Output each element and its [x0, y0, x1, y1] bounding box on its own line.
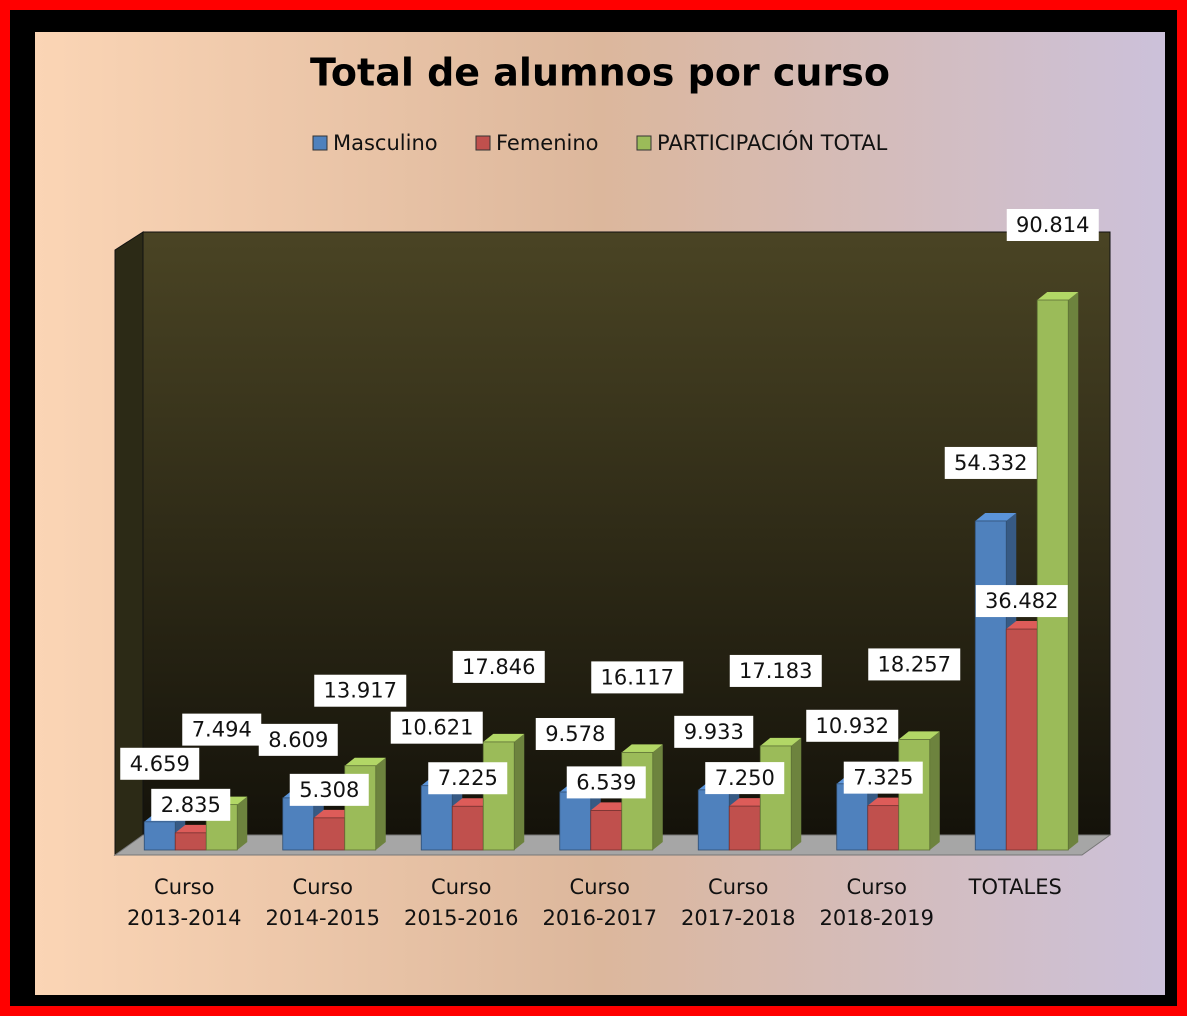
value-label: 17.183: [739, 659, 812, 683]
bar: [1036, 292, 1079, 851]
value-label-box: [843, 761, 923, 794]
value-label: 7.325: [853, 766, 913, 790]
value-label: 2.835: [161, 793, 221, 817]
value-label-box: [729, 654, 822, 687]
bar-side: [237, 796, 248, 850]
chart-title: Total de alumnos por curso: [310, 51, 890, 95]
legend-swatch: [636, 135, 652, 151]
value-label-box: [182, 713, 262, 746]
value-label: 7.494: [192, 718, 252, 742]
value-label: 90.814: [1016, 213, 1089, 237]
value-label: 5.308: [299, 778, 359, 802]
x-tick-label: Curso 2016-2017: [543, 875, 657, 930]
value-label: 9.578: [545, 722, 605, 746]
bar-front: [728, 805, 761, 851]
value-label-box: [314, 674, 407, 707]
value-label: 17.846: [462, 655, 535, 679]
value-label-box: [428, 762, 508, 795]
value-label-box: [975, 585, 1068, 618]
value-label: 54.332: [954, 451, 1027, 475]
value-label-box: [591, 661, 684, 694]
value-label-box: [705, 762, 785, 795]
bar-front: [867, 805, 900, 851]
value-label-box: [1006, 209, 1099, 241]
bar-side: [375, 757, 386, 850]
value-label-box: [868, 648, 961, 681]
bar-front: [1036, 299, 1069, 851]
value-label: 6.539: [576, 770, 636, 794]
value-label-box: [566, 766, 646, 799]
value-label-box: [151, 788, 231, 821]
bar-front: [1005, 628, 1038, 851]
bar-front: [559, 791, 592, 851]
value-label: 4.659: [130, 752, 190, 776]
x-tick-label: Curso 2018-2019: [820, 875, 934, 930]
legend-label: PARTICIPACIÓN TOTAL: [657, 130, 888, 155]
bar-front: [174, 832, 207, 851]
x-tick-label: Curso 2015-2016: [404, 875, 518, 930]
value-label: 16.117: [601, 665, 674, 689]
bar-front: [590, 809, 623, 851]
legend-swatch: [475, 135, 491, 151]
value-label-box: [120, 747, 200, 780]
value-label-box: [390, 711, 483, 744]
x-tick-label: Curso 2014-2015: [266, 875, 380, 930]
bar-front: [898, 739, 931, 851]
value-label: 10.932: [816, 714, 889, 738]
bar-side: [791, 737, 802, 850]
bar-top: [621, 744, 663, 753]
bar-front: [420, 785, 453, 851]
bar-top: [760, 737, 802, 746]
x-tick-label: Curso 2013-2014: [127, 875, 241, 930]
bar-front: [282, 797, 315, 851]
legend-swatch: [312, 135, 328, 151]
bar-top: [898, 731, 940, 740]
value-label-box: [674, 715, 754, 748]
bar-front: [836, 783, 869, 851]
bar-top: [1037, 292, 1079, 300]
legend-label: Femenino: [496, 131, 599, 155]
bar-front: [143, 821, 176, 851]
value-label-box: [289, 773, 369, 806]
bar-front: [697, 789, 730, 851]
value-label-box: [258, 723, 338, 756]
value-label: 36.482: [985, 589, 1058, 613]
bar-side: [652, 744, 663, 850]
value-label: 9.933: [684, 720, 744, 744]
bar-front: [313, 817, 346, 851]
bar-front: [482, 741, 515, 851]
x-tick-label: Curso 2017-2018: [681, 875, 795, 930]
value-label-box: [944, 446, 1037, 479]
value-label: 13.917: [324, 679, 397, 703]
bar-front: [759, 745, 792, 851]
value-label: 18.257: [878, 652, 951, 676]
x-tick-label: TOTALES: [968, 875, 1062, 899]
value-label: 7.250: [715, 766, 775, 790]
value-label: 10.621: [400, 716, 473, 740]
labels: Curso 2013-2014 4.659 2.835 7.494 Curso 2014-2…: [120, 209, 1099, 930]
bar-top: [344, 757, 386, 766]
bar-side: [1068, 292, 1079, 850]
bar-front: [974, 520, 1007, 851]
bar: [482, 733, 525, 851]
bar: [898, 731, 940, 851]
value-label-box: [535, 717, 615, 750]
legend: Masculino Femenino PARTICIPACIÓN TOTAL: [312, 130, 888, 155]
value-label-box: [452, 650, 545, 683]
bar-top: [483, 733, 525, 742]
bar-front: [451, 805, 484, 851]
legend-label: Masculino: [333, 131, 438, 155]
value-label: 7.225: [438, 766, 498, 790]
bar-top: [975, 512, 1017, 521]
bar-side: [514, 733, 525, 850]
bar-side: [929, 731, 940, 850]
value-label: 8.609: [268, 728, 328, 752]
value-label-box: [806, 709, 899, 742]
